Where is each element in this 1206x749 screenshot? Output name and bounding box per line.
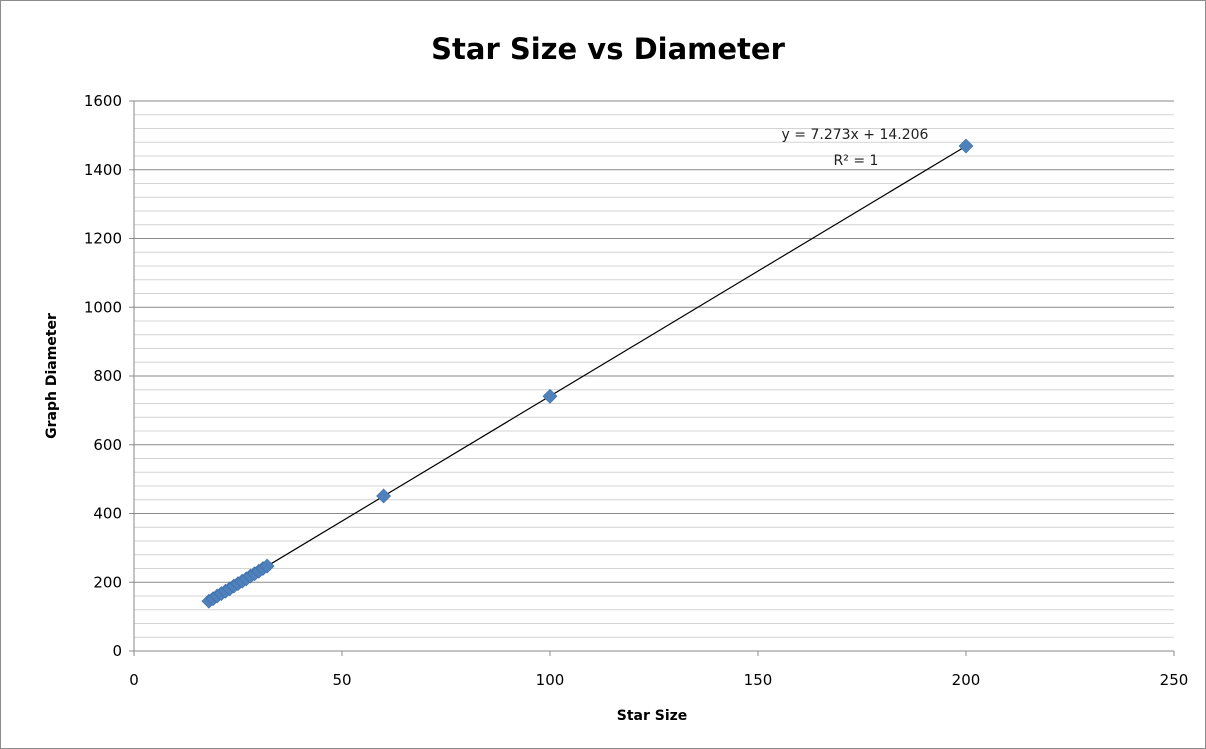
y-tick-label: 200 [93,573,122,591]
y-tick-label: 800 [93,367,122,385]
minor-gridlines [134,114,1174,638]
x-tick-label: 150 [744,671,773,689]
x-tick-label: 0 [129,671,139,689]
tick-labels: 0 200 400 600 800 1000 1200 1400 1600 0 50 100 150 20… [84,92,1189,689]
y-tick-label: 1200 [84,230,122,248]
data-point-marker [376,488,392,504]
y-tick-label: 600 [93,436,122,454]
y-tick-label: 400 [93,505,122,523]
data-points [201,138,974,609]
y-axis-title: Graph Diameter [44,313,60,439]
trendline [208,145,967,602]
y-tick-label: 1000 [84,298,122,316]
trendline-equation: y = 7.273x + 14.206 [782,127,929,143]
y-tick-label: 0 [112,642,122,660]
y-tick-label: 1600 [84,92,122,110]
x-tick-label: 250 [1160,671,1189,689]
x-tick-label: 200 [952,671,981,689]
data-point-marker [542,388,558,404]
data-point-marker [259,558,275,574]
axes [129,100,1175,656]
major-gridlines [134,100,1174,583]
x-axis-title: Star Size [617,708,688,724]
chart-title: Star Size vs Diameter [431,32,785,66]
data-point-marker [958,138,974,154]
y-tick-label: 1400 [84,161,122,179]
trendline-group [208,145,967,602]
x-tick-label: 100 [536,671,565,689]
trendline-r-squared: R² = 1 [834,153,879,169]
x-tick-label: 50 [332,671,351,689]
